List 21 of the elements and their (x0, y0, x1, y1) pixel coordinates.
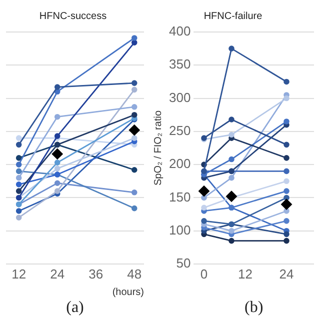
text: (b) (244, 299, 264, 316)
text: (a) (66, 299, 84, 316)
x-tick-label: 12 (238, 266, 252, 282)
chart-title: HFNC-success (39, 10, 107, 22)
y-axis-title: SpO₂ / FIO₂ ratio (152, 110, 164, 186)
x-tick-label: 48 (127, 266, 142, 282)
chart-title: HFNC-failure (204, 10, 263, 22)
x-tick-label: 0 (200, 266, 208, 282)
y-tick-label: 200 (168, 156, 191, 172)
x-tick-label: 24 (50, 266, 65, 282)
x-tick-label: 36 (88, 266, 104, 282)
y-tick-label: 100 (168, 222, 191, 238)
y-tick-label: 300 (168, 90, 191, 105)
y-tick-label: 250 (168, 123, 191, 138)
y-tick-label: 150 (168, 189, 191, 204)
x-axis-title: (hours) (112, 286, 144, 298)
y-tick-label: 350 (168, 56, 191, 72)
y-tick-label: 50 (176, 256, 191, 271)
x-tick-label: 24 (279, 266, 294, 282)
y-tick-label: 400 (168, 24, 191, 39)
x-tick-label: 12 (12, 266, 26, 282)
